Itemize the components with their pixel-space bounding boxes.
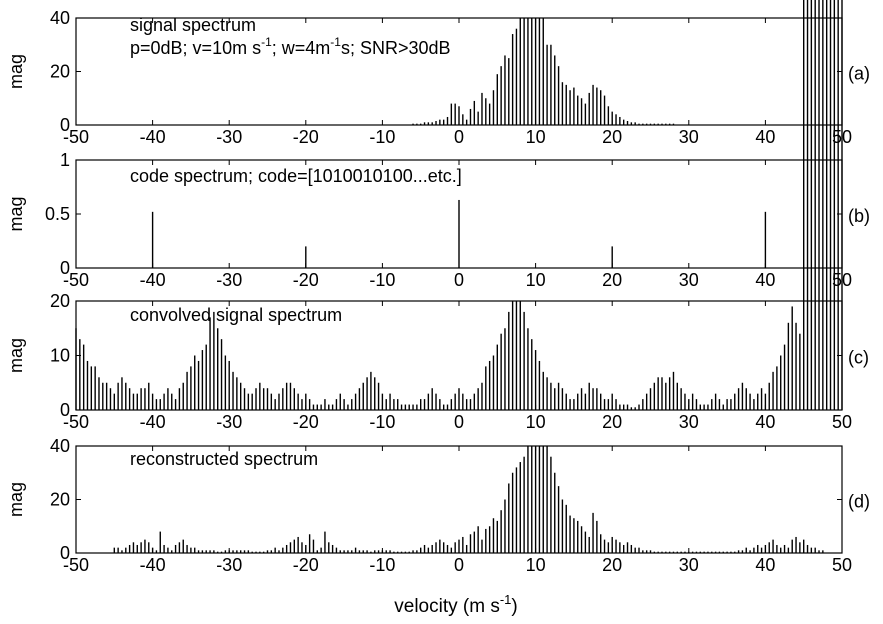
x-tick-label: -20 bbox=[293, 127, 319, 147]
x-tick-label: 50 bbox=[832, 555, 852, 575]
y-tick-label: 10 bbox=[50, 346, 70, 366]
y-tick-label: 1 bbox=[60, 150, 70, 170]
y-axis-label: mag bbox=[6, 338, 26, 373]
x-tick-label: 20 bbox=[602, 127, 622, 147]
y-tick-label: 20 bbox=[50, 490, 70, 510]
x-tick-label: -20 bbox=[293, 555, 319, 575]
panel-label: (a) bbox=[848, 64, 870, 84]
x-tick-label: 30 bbox=[679, 270, 699, 290]
panel-d: -50 -40 -30 -20 -10 0 10 20 30 40 50 0 20 40 mag (d) rec… bbox=[6, 436, 870, 575]
x-axis-label: velocity (m s-1) bbox=[394, 592, 517, 617]
y-tick-label: 0 bbox=[60, 400, 70, 420]
x-tick-label: 10 bbox=[526, 270, 546, 290]
panel-annotation: code spectrum; code=[1010010100...etc.] bbox=[130, 166, 462, 186]
x-tick-label: 0 bbox=[454, 555, 464, 575]
x-tick-label: -40 bbox=[140, 412, 166, 432]
y-tick-label: 40 bbox=[50, 436, 70, 456]
x-tick-label: -10 bbox=[369, 412, 395, 432]
x-tick-label: -40 bbox=[140, 270, 166, 290]
panel-label: (b) bbox=[848, 206, 870, 226]
y-tick-label: 0 bbox=[60, 543, 70, 563]
y-axis-label: mag bbox=[6, 54, 26, 89]
panel-annotation: reconstructed spectrum bbox=[130, 449, 318, 469]
panel-label: (c) bbox=[848, 348, 869, 368]
y-axis-label: mag bbox=[6, 196, 26, 231]
x-tick-label: 20 bbox=[602, 412, 622, 432]
x-tick-label: -40 bbox=[140, 127, 166, 147]
x-tick-label: 20 bbox=[602, 555, 622, 575]
x-tick-label: -30 bbox=[216, 270, 242, 290]
x-tick-label: 30 bbox=[679, 127, 699, 147]
x-tick-label: 10 bbox=[526, 412, 546, 432]
x-tick-label: -50 bbox=[63, 127, 89, 147]
x-tick-label: 50 bbox=[832, 412, 852, 432]
panel-annotation: signal spectrum bbox=[130, 15, 256, 35]
x-tick-label: -30 bbox=[216, 555, 242, 575]
x-tick-label: -20 bbox=[293, 270, 319, 290]
x-tick-label: -30 bbox=[216, 412, 242, 432]
x-tick-label: -50 bbox=[63, 270, 89, 290]
x-tick-label: 30 bbox=[679, 555, 699, 575]
x-tick-label: -10 bbox=[369, 555, 395, 575]
panel-label: (d) bbox=[848, 492, 870, 512]
x-tick-label: 30 bbox=[679, 412, 699, 432]
x-tick-label: 20 bbox=[602, 270, 622, 290]
x-tick-label: -30 bbox=[216, 127, 242, 147]
x-tick-label: 40 bbox=[755, 412, 775, 432]
x-tick-label: 0 bbox=[454, 127, 464, 147]
x-tick-label: -20 bbox=[293, 412, 319, 432]
x-tick-label: 40 bbox=[755, 127, 775, 147]
x-tick-label: 40 bbox=[755, 555, 775, 575]
y-tick-label: 0 bbox=[60, 115, 70, 135]
x-tick-label: -50 bbox=[63, 555, 89, 575]
y-tick-label: 20 bbox=[50, 62, 70, 82]
x-tick-label: -50 bbox=[63, 412, 89, 432]
panel-annotation: convolved signal spectrum bbox=[130, 305, 342, 325]
y-tick-label: 40 bbox=[50, 8, 70, 28]
y-tick-label: 0.5 bbox=[45, 204, 70, 224]
x-tick-label: -10 bbox=[369, 127, 395, 147]
x-tick-label: 10 bbox=[526, 127, 546, 147]
x-tick-label: -40 bbox=[140, 555, 166, 575]
x-tick-label: 0 bbox=[454, 270, 464, 290]
panel-annotation-params: p=0dB; v=10m s-1; w=4m-1s; SNR>30dB bbox=[130, 35, 451, 58]
x-tick-label: 0 bbox=[454, 412, 464, 432]
x-tick-label: 10 bbox=[526, 555, 546, 575]
y-tick-label: 20 bbox=[50, 291, 70, 311]
y-axis-label: mag bbox=[6, 482, 26, 517]
x-tick-label: -10 bbox=[369, 270, 395, 290]
x-tick-label: 40 bbox=[755, 270, 775, 290]
y-tick-label: 0 bbox=[60, 258, 70, 278]
